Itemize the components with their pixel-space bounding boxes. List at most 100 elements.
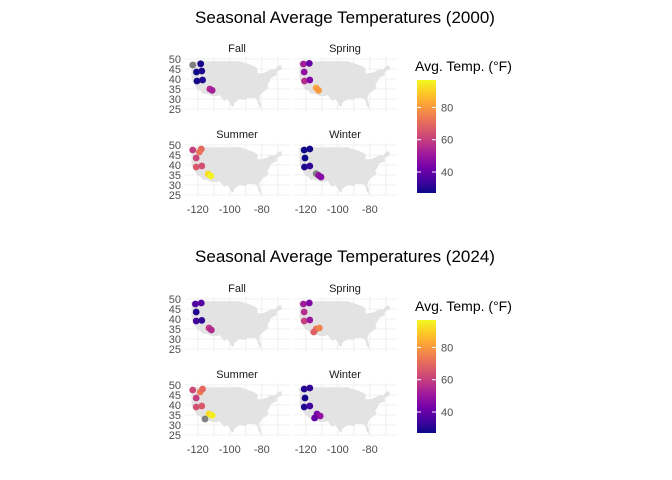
chart2-ytick-label: 50: [169, 294, 181, 306]
chart1-facet-fall-point: [193, 77, 201, 85]
chart1-legend-title: Avg. Temp. (°F): [415, 58, 512, 74]
chart2-ytick-label: 50: [169, 380, 181, 392]
chart2-facet-fall-point: [198, 317, 206, 324]
chart1-ytick-label: 35: [169, 84, 181, 96]
chart2-legend-title: Avg. Temp. (°F): [415, 298, 512, 314]
chart2-facet-fall-point: [192, 317, 200, 325]
chart1-facet-fall-point: [198, 67, 206, 75]
chart1-title: Seasonal Average Temperatures (2000): [195, 8, 495, 27]
chart2-facet-summer-map: [189, 386, 283, 436]
chart1-facet-fall-map: [189, 60, 283, 110]
chart1-facet-summer-point: [189, 146, 197, 154]
chart2-facet-fall-point: [197, 299, 205, 307]
chart2-facet-spring-point: [300, 317, 308, 325]
chart2-xtick-label: -100: [219, 444, 241, 456]
chart1-facet-fall-label: Fall: [228, 43, 246, 55]
chart1-colorbar-label: 80: [441, 102, 453, 114]
chart1-facet-summer-map: [189, 146, 283, 196]
chart2-xtick-label: -120: [295, 444, 317, 456]
chart1-ytick-label: 30: [169, 180, 181, 192]
chart1-facet-summer-label: Summer: [216, 129, 258, 141]
chart2-title: Seasonal Average Temperatures (2024): [195, 247, 495, 266]
chart2-facet-winter-point: [316, 412, 324, 420]
chart1-ytick-label: 30: [169, 94, 181, 106]
chart2-xtick-label: -80: [254, 444, 270, 456]
chart2-facet-fall-point: [208, 326, 215, 334]
chart1-facet-spring-point: [301, 77, 308, 85]
chart2-facet-summer-point: [208, 412, 216, 419]
chart2-facet-winter-point: [300, 385, 308, 393]
chart1-facet-winter-point: [306, 162, 314, 170]
chart2-facet-fall-map: [189, 300, 283, 350]
chart2-facet-summer-point: [192, 403, 200, 411]
chart2-facet-summer-point: [201, 415, 209, 423]
chart1-xtick-label: -120: [295, 204, 317, 216]
chart1-facet-fall-point: [189, 61, 197, 69]
chart1-facet-winter-point: [317, 173, 325, 181]
chart2-facet-winter-point: [306, 402, 314, 410]
chart2-ytick-label: 30: [169, 420, 181, 432]
chart2-colorbar-label: 40: [441, 407, 453, 419]
chart1-colorbar-label: 60: [441, 135, 453, 147]
chart2-ytick-label: 40: [169, 314, 181, 326]
chart1-ytick-label: 45: [169, 64, 181, 76]
chart1-ytick-label: 25: [169, 190, 181, 202]
chart2-xtick-label: -120: [187, 444, 209, 456]
chart2-facet-winter-point: [300, 403, 308, 411]
chart1-facet-spring-map: [297, 60, 391, 110]
chart1-facet-spring-point: [305, 60, 313, 67]
chart1-facet-spring-label: Spring: [329, 43, 361, 55]
chart2-colorbar-label: 60: [441, 375, 453, 387]
chart1-colorbar: [417, 80, 436, 193]
chart1-ytick-label: 40: [169, 74, 181, 86]
chart2-colorbar-label: 80: [441, 342, 453, 354]
chart2-facet-spring-point: [310, 328, 318, 336]
chart2-xtick-label: -100: [327, 444, 349, 456]
chart2-ytick-label: 35: [169, 324, 181, 336]
chart1-facet-spring-point: [306, 76, 314, 84]
chart1-facet-summer-point: [207, 172, 215, 180]
chart1-ytick-label: 50: [169, 140, 181, 152]
chart1-facet-fall-point: [197, 60, 205, 68]
chart2-ytick-label: 30: [169, 334, 181, 346]
chart1-facet-winter-point: [301, 163, 308, 171]
chart2-facet-winter-point: [306, 384, 314, 392]
chart2-facet-spring-point: [300, 300, 307, 308]
chart2-facet-summer-point: [198, 402, 206, 410]
chart1-facet-spring-point: [300, 68, 308, 76]
chart2-facet-spring-point: [300, 308, 308, 316]
chart1-xtick-label: -80: [362, 204, 378, 216]
chart1-facet-summer-point: [198, 162, 206, 170]
chart2-ytick-label: 40: [169, 400, 181, 412]
chart2-ytick-label: 45: [169, 390, 181, 402]
chart1-xtick-label: -100: [327, 204, 349, 216]
chart1-facet-fall-point: [199, 76, 207, 84]
chart1-facet-fall-point: [193, 68, 200, 76]
chart2-facet-fall-point: [192, 300, 199, 308]
chart2-facet-spring-label: Spring: [329, 283, 361, 295]
chart1-ytick-label: 45: [169, 150, 181, 162]
chart1-facet-spring-point: [300, 60, 307, 68]
chart2-facet-summer-label: Summer: [216, 369, 258, 381]
chart2-facet-winter-point: [311, 414, 318, 422]
chart2-facet-winter-map: [297, 386, 391, 436]
chart2-facet-spring-map: [297, 300, 391, 350]
chart2-ytick-label: 35: [169, 410, 181, 422]
chart2-facet-fall-point: [192, 308, 200, 316]
chart1-ytick-label: 35: [169, 170, 181, 182]
chart2-facet-summer-point: [199, 385, 207, 393]
chart1-ytick-label: 40: [169, 160, 181, 172]
chart1-xtick-label: -100: [219, 204, 241, 216]
chart1-facet-winter-point: [301, 154, 309, 162]
chart2-facet-summer-point: [192, 394, 200, 402]
chart1-ytick-label: 25: [169, 104, 181, 116]
chart1-facet-spring-point: [315, 87, 322, 94]
chart1-facet-winter-map: [297, 146, 391, 196]
chart1-facet-winter-point: [306, 145, 314, 153]
chart2-ytick-label: 45: [169, 304, 181, 316]
chart1-facet-winter-point: [300, 146, 308, 154]
chart2-colorbar: [417, 320, 436, 433]
chart1-xtick-label: -80: [254, 204, 270, 216]
chart1-ytick-label: 50: [169, 54, 181, 66]
